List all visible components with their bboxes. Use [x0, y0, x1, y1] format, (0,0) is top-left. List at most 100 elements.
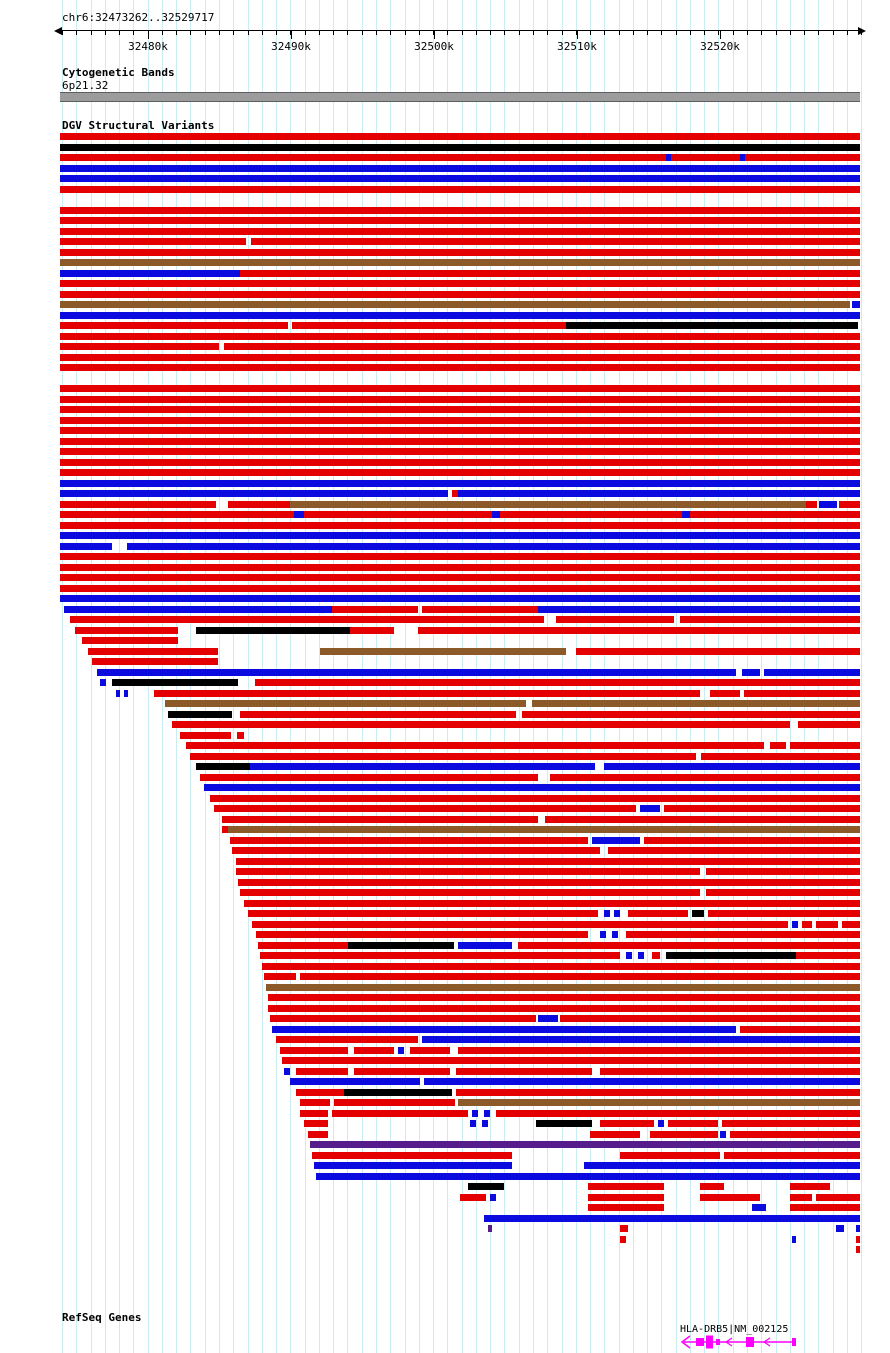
variant-bar[interactable] — [60, 332, 860, 340]
variant-bar[interactable] — [97, 668, 736, 676]
variant-bar[interactable] — [638, 952, 644, 959]
variant-bar[interactable] — [60, 259, 860, 266]
variant-bar[interactable] — [790, 1183, 830, 1190]
variant-bar[interactable] — [60, 490, 448, 497]
variant-bar[interactable] — [60, 364, 860, 371]
variant-bar[interactable] — [764, 668, 860, 676]
variant-bar[interactable] — [614, 910, 620, 917]
variant-bar[interactable] — [600, 1067, 860, 1075]
variant-bar[interactable] — [710, 689, 740, 697]
variant-bar[interactable] — [600, 1120, 654, 1127]
variant-bar[interactable] — [60, 574, 860, 581]
variant-bar[interactable] — [60, 206, 860, 214]
variant-bar[interactable] — [592, 836, 640, 844]
variant-bar[interactable] — [424, 1078, 860, 1085]
variant-bar[interactable] — [452, 490, 458, 497]
variant-bar[interactable] — [82, 637, 178, 644]
variant-bar[interactable] — [644, 836, 860, 844]
variant-bar[interactable] — [816, 1193, 860, 1201]
variant-bar[interactable] — [742, 668, 760, 676]
variant-bar[interactable] — [64, 605, 332, 613]
variant-bar[interactable] — [294, 511, 304, 518]
variant-bar[interactable] — [682, 511, 690, 518]
variant-bar[interactable] — [200, 773, 538, 781]
variant-bar[interactable] — [222, 815, 538, 823]
variant-bar[interactable] — [482, 1120, 488, 1127]
variant-bar[interactable] — [740, 1025, 860, 1033]
variant-bar[interactable] — [165, 700, 526, 707]
variant-bar[interactable] — [236, 857, 860, 865]
variant-bar[interactable] — [588, 1204, 664, 1211]
variant-bar[interactable] — [60, 479, 860, 487]
variant-bar[interactable] — [204, 784, 860, 791]
variant-bar[interactable] — [664, 805, 860, 812]
variant-bar[interactable] — [836, 1225, 844, 1232]
variant-bar[interactable] — [856, 1225, 860, 1232]
variant-bar[interactable] — [266, 983, 860, 991]
variant-bar[interactable] — [422, 605, 538, 613]
variant-bar[interactable] — [490, 1193, 496, 1201]
variant-bar[interactable] — [604, 910, 610, 917]
variant-bar[interactable] — [588, 1193, 664, 1201]
variant-bar[interactable] — [276, 1036, 418, 1043]
variant-bar[interactable] — [839, 500, 860, 508]
variant-bar[interactable] — [484, 1109, 490, 1117]
variant-bar[interactable] — [60, 563, 860, 571]
variant-bar[interactable] — [671, 154, 740, 161]
variant-bar[interactable] — [60, 301, 850, 308]
variant-bar[interactable] — [70, 616, 544, 623]
variant-bar[interactable] — [60, 311, 860, 319]
variant-bar[interactable] — [222, 826, 228, 833]
variant-bar[interactable] — [744, 689, 860, 697]
variant-bar[interactable] — [560, 1015, 860, 1022]
variant-bar[interactable] — [588, 1183, 664, 1190]
variant-bar[interactable] — [60, 437, 860, 445]
variant-bar[interactable] — [240, 269, 860, 277]
variant-bar[interactable] — [60, 133, 860, 140]
variant-bar[interactable] — [258, 941, 348, 949]
variant-bar[interactable] — [280, 1046, 348, 1054]
variant-bar[interactable] — [60, 175, 860, 182]
variant-bar[interactable] — [550, 773, 860, 781]
variant-bar[interactable] — [706, 868, 860, 875]
variant-bar[interactable] — [418, 626, 860, 634]
variant-bar[interactable] — [332, 1109, 468, 1117]
variant-bar[interactable] — [100, 679, 106, 686]
variant-bar[interactable] — [60, 385, 860, 392]
variant-bar[interactable] — [60, 227, 860, 235]
variant-bar[interactable] — [770, 742, 786, 749]
variant-bar[interactable] — [706, 889, 860, 896]
variant-bar[interactable] — [60, 353, 860, 361]
variant-bar[interactable] — [214, 805, 636, 812]
variant-bar[interactable] — [458, 1099, 860, 1106]
variant-bar[interactable] — [484, 1214, 860, 1222]
variant-bar[interactable] — [210, 794, 860, 802]
variant-bar[interactable] — [60, 511, 294, 518]
variant-bar[interactable] — [468, 1183, 504, 1190]
variant-bar[interactable] — [628, 910, 688, 917]
variant-bar[interactable] — [252, 920, 788, 928]
variant-bar[interactable] — [796, 952, 860, 959]
variant-bar[interactable] — [60, 290, 860, 298]
variant-bar[interactable] — [60, 532, 860, 539]
variant-bar[interactable] — [300, 1099, 330, 1106]
variant-bar[interactable] — [240, 889, 700, 896]
variant-bar[interactable] — [522, 710, 860, 718]
variant-bar[interactable] — [354, 1046, 394, 1054]
variant-bar[interactable] — [75, 626, 178, 634]
variant-bar[interactable] — [538, 1015, 558, 1022]
variant-bar[interactable] — [626, 952, 632, 959]
variant-bar[interactable] — [190, 752, 696, 760]
variant-bar[interactable] — [116, 689, 120, 697]
variant-bar[interactable] — [348, 941, 454, 949]
variant-bar[interactable] — [608, 847, 860, 854]
variant-bar[interactable] — [60, 595, 860, 602]
variant-bar[interactable] — [260, 952, 620, 959]
variant-bar[interactable] — [398, 1046, 404, 1054]
variant-bar[interactable] — [60, 238, 246, 245]
variant-bar[interactable] — [304, 1120, 328, 1127]
variant-bar[interactable] — [332, 605, 418, 613]
variant-bar[interactable] — [816, 920, 838, 928]
variant-bar[interactable] — [196, 626, 350, 634]
variant-bar[interactable] — [518, 941, 860, 949]
